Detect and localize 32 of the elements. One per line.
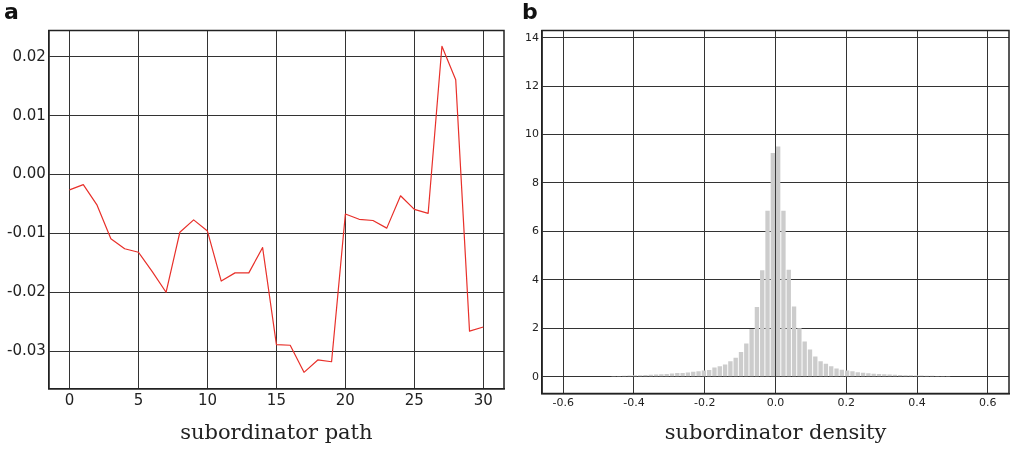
x-tick-label: 30 — [473, 390, 493, 409]
chart-title: b — [522, 0, 538, 24]
x-tick-label: -0.6 — [552, 396, 574, 410]
x-tick-label: 5 — [133, 390, 144, 409]
x-axis-title: subordinator path — [180, 419, 373, 444]
y-tick-label: 0 — [532, 369, 539, 383]
y-tick-label: 0.02 — [12, 46, 46, 65]
x-tick-label: 25 — [404, 390, 424, 409]
y-tick-label: 14 — [525, 30, 539, 44]
x-tick-label: 0.0 — [766, 396, 785, 410]
y-tick-label: -0.03 — [7, 341, 46, 360]
x-tick-label: 15 — [266, 390, 286, 409]
y-tick-label: 12 — [525, 78, 539, 92]
x-tick-label: -0.2 — [694, 396, 716, 410]
y-tick-label: 0.00 — [12, 164, 46, 183]
y-tick-label: -0.01 — [7, 223, 46, 242]
x-tick-label: -0.4 — [623, 396, 645, 410]
y-tick-label: 8 — [532, 175, 539, 189]
x-tick-label: 0.4 — [908, 396, 926, 410]
x-tick-label: 10 — [197, 390, 217, 409]
y-tick-label: 4 — [532, 272, 539, 286]
x-tick-label: 0.6 — [979, 396, 997, 410]
y-tick-label: 2 — [532, 321, 539, 335]
y-tick-label: 0.01 — [12, 105, 46, 124]
y-tick-label: 10 — [525, 127, 539, 141]
x-tick-label: 20 — [335, 390, 355, 409]
x-tick-label: 0.2 — [837, 396, 856, 410]
x-tick-label: 0 — [64, 390, 75, 409]
y-tick-label: -0.02 — [7, 282, 46, 301]
y-tick-label: 6 — [532, 224, 539, 238]
chart-title: a — [4, 0, 19, 24]
x-axis-title: subordinator density — [664, 419, 887, 444]
